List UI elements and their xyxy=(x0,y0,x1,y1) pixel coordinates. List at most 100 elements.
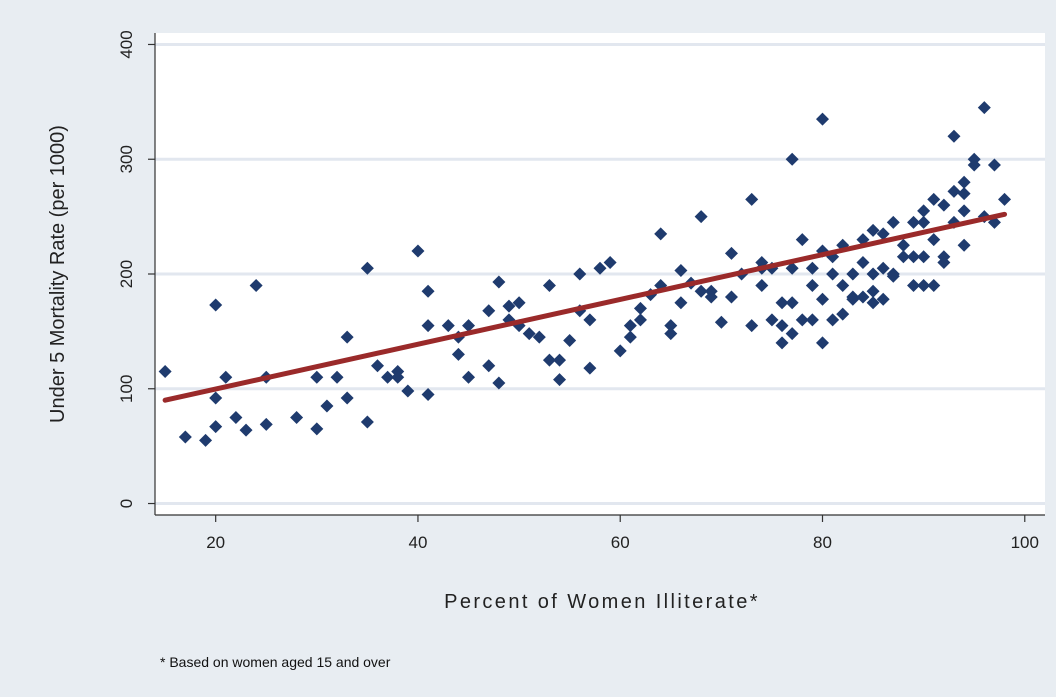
data-point xyxy=(553,373,567,387)
data-point xyxy=(856,256,870,270)
data-point xyxy=(158,365,172,379)
data-point xyxy=(401,384,415,398)
y-axis-title: Under 5 Mortality Rate (per 1000) xyxy=(47,125,69,423)
data-point xyxy=(987,158,1001,172)
data-point xyxy=(381,370,395,384)
data-point xyxy=(633,313,647,327)
data-point xyxy=(724,290,738,304)
data-point xyxy=(957,204,971,218)
data-point xyxy=(927,278,941,292)
data-point xyxy=(290,410,304,424)
y-tick-label-300: 300 xyxy=(117,145,136,173)
data-point xyxy=(826,267,840,281)
data-point xyxy=(563,334,577,348)
data-point xyxy=(219,370,233,384)
data-point xyxy=(795,313,809,327)
data-point xyxy=(876,292,890,306)
data-point xyxy=(360,261,374,275)
data-point xyxy=(310,422,324,436)
data-point xyxy=(178,430,192,444)
data-point xyxy=(977,101,991,115)
data-point xyxy=(957,175,971,189)
data-point xyxy=(542,353,556,367)
data-point xyxy=(482,304,496,318)
data-point xyxy=(927,233,941,247)
data-point xyxy=(320,399,334,413)
data-point xyxy=(816,292,829,306)
data-point xyxy=(573,267,587,281)
data-point xyxy=(633,301,647,315)
data-point xyxy=(917,278,931,292)
data-point xyxy=(745,319,759,333)
data-point xyxy=(330,370,344,384)
data-point xyxy=(623,319,637,333)
data-point xyxy=(907,278,921,292)
data-point xyxy=(917,204,931,218)
axes: 0 100 200 300 400 20 40 60 80 100 xyxy=(117,30,1045,552)
data-point xyxy=(805,278,819,292)
data-point xyxy=(249,278,263,292)
data-point xyxy=(937,250,951,264)
data-point xyxy=(917,215,931,229)
data-point xyxy=(724,246,738,260)
data-point xyxy=(998,192,1012,206)
data-point xyxy=(310,370,324,384)
data-point xyxy=(775,336,789,350)
x-tick-label-40: 40 xyxy=(408,533,427,552)
data-point xyxy=(876,261,890,275)
fit-line-group xyxy=(162,211,1008,403)
data-point xyxy=(603,256,617,270)
y-tick-label-100: 100 xyxy=(117,375,136,403)
data-point xyxy=(340,330,354,344)
y-tick-label-200: 200 xyxy=(117,260,136,288)
data-point xyxy=(391,370,405,384)
data-point xyxy=(866,223,880,237)
data-point xyxy=(896,250,910,264)
data-point xyxy=(360,415,374,429)
data-point xyxy=(866,296,880,310)
fit-line xyxy=(162,211,1008,403)
x-tick-label-80: 80 xyxy=(813,533,832,552)
data-point xyxy=(826,313,840,327)
data-point xyxy=(907,250,921,264)
data-point xyxy=(553,353,567,367)
data-point xyxy=(482,359,496,373)
data-point xyxy=(371,359,384,373)
data-point xyxy=(502,299,516,313)
data-point xyxy=(866,284,880,298)
data-point xyxy=(664,327,678,341)
data-point xyxy=(542,278,556,292)
data-point xyxy=(785,327,799,341)
x-tick-label-20: 20 xyxy=(206,533,225,552)
data-point xyxy=(674,264,688,278)
data-point xyxy=(745,192,759,206)
data-point xyxy=(411,244,425,258)
data-point xyxy=(836,307,850,321)
data-point xyxy=(583,361,597,375)
data-point xyxy=(785,296,799,310)
data-point xyxy=(674,296,688,310)
data-point xyxy=(593,261,607,275)
data-point xyxy=(492,376,506,390)
data-point xyxy=(664,319,678,333)
data-point xyxy=(654,227,668,241)
x-tick-label-60: 60 xyxy=(611,533,630,552)
data-point xyxy=(957,187,971,201)
data-point xyxy=(896,238,910,252)
data-point xyxy=(937,198,951,212)
data-point xyxy=(714,315,728,329)
data-point xyxy=(816,336,829,350)
data-point xyxy=(755,278,769,292)
data-point xyxy=(340,391,354,405)
data-point xyxy=(441,319,455,333)
data-point xyxy=(846,292,860,306)
data-point xyxy=(623,330,637,344)
data-point xyxy=(836,278,850,292)
data-point xyxy=(775,296,789,310)
data-point xyxy=(209,420,223,434)
data-point xyxy=(421,388,435,401)
data-point xyxy=(876,227,890,241)
data-point xyxy=(583,313,597,327)
data-point xyxy=(492,275,506,289)
data-point xyxy=(886,269,900,283)
